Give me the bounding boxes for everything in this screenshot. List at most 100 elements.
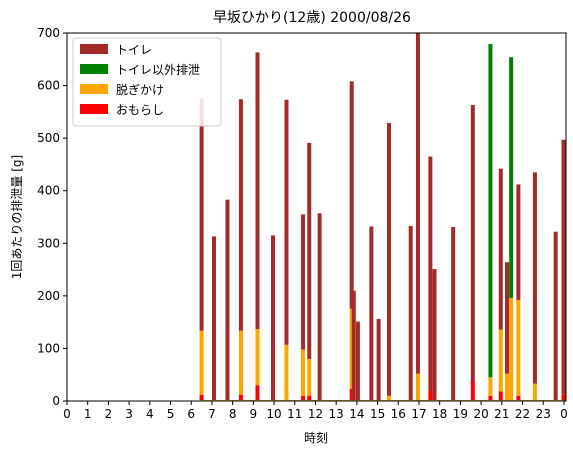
bar-segment bbox=[307, 395, 312, 401]
bar-segment bbox=[307, 142, 312, 359]
bar-segment bbox=[488, 395, 493, 401]
x-tick-label: 21 bbox=[494, 407, 509, 421]
bar-segment bbox=[349, 308, 354, 389]
bar-segment bbox=[301, 395, 306, 401]
bar-segment bbox=[386, 122, 391, 396]
bar-segment bbox=[301, 214, 306, 350]
x-tick-label: 10 bbox=[266, 407, 281, 421]
bar-segment bbox=[284, 99, 289, 345]
legend-label: おもらし bbox=[116, 103, 164, 117]
x-tick-label: 23 bbox=[536, 407, 551, 421]
bar-segment bbox=[255, 328, 260, 386]
bar-segment bbox=[349, 388, 354, 401]
x-tick-label: 4 bbox=[146, 407, 154, 421]
x-tick-label: 20 bbox=[473, 407, 488, 421]
x-tick-label: 7 bbox=[208, 407, 216, 421]
bar-segment bbox=[238, 99, 243, 331]
bar-segment bbox=[307, 358, 312, 396]
bar-segment bbox=[504, 262, 509, 374]
legend-label: トイレ以外排泄 bbox=[116, 63, 200, 77]
bar-segment bbox=[470, 381, 475, 401]
bar-segment bbox=[509, 57, 514, 298]
bars-layer bbox=[199, 33, 566, 401]
bar-segment bbox=[199, 99, 204, 331]
bar-segment bbox=[516, 395, 521, 401]
bar-segment bbox=[428, 390, 433, 401]
x-tick-label: 16 bbox=[391, 407, 406, 421]
bar-segment bbox=[451, 226, 456, 401]
bar-segment bbox=[199, 394, 204, 401]
x-tick-label: 8 bbox=[229, 407, 237, 421]
x-tick-label: 18 bbox=[432, 407, 447, 421]
y-tick-label: 200 bbox=[37, 289, 60, 303]
legend-swatch bbox=[80, 104, 108, 114]
bar-segment bbox=[498, 168, 503, 330]
bar-segment bbox=[415, 373, 420, 401]
bar-segment bbox=[408, 225, 413, 401]
legend-box bbox=[72, 37, 222, 127]
x-tick-label: 11 bbox=[287, 407, 302, 421]
y-tick-label: 700 bbox=[37, 26, 60, 40]
x-tick-label: 17 bbox=[411, 407, 426, 421]
bar-segment bbox=[199, 330, 204, 395]
bar-segment bbox=[225, 199, 230, 401]
chart-title: 早坂ひかり(12歳) 2000/08/26 bbox=[213, 10, 411, 26]
y-tick-label: 400 bbox=[37, 184, 60, 198]
y-axis-title: 1回あたりの排泄量 [g] bbox=[10, 155, 24, 279]
x-axis-ticks: 0 1 2 3 4 5 6 7 8 9 10 11 12 13 14 15 16 17 18 19 20 21 22 23 0 bbox=[63, 401, 568, 421]
bar-segment bbox=[516, 300, 521, 396]
bar-segment bbox=[509, 297, 514, 401]
x-axis-title: 時刻 bbox=[304, 431, 328, 445]
bar-segment bbox=[504, 373, 509, 401]
y-tick-label: 500 bbox=[37, 131, 60, 145]
bar-segment bbox=[349, 81, 354, 309]
bar-segment bbox=[532, 172, 537, 384]
x-tick-label: 13 bbox=[329, 407, 344, 421]
x-tick-label: 0 bbox=[560, 407, 568, 421]
bar-segment bbox=[532, 383, 537, 401]
legend-swatch bbox=[80, 84, 108, 94]
y-tick-label: 300 bbox=[37, 236, 60, 250]
bar-segment bbox=[470, 105, 475, 382]
x-tick-label: 2 bbox=[105, 407, 113, 421]
bar-segment bbox=[255, 385, 260, 401]
y-axis-ticks: 0 100 200 300 400 500 600 700 bbox=[37, 26, 67, 408]
bar-segment bbox=[428, 156, 433, 391]
plot-frame bbox=[66, 32, 567, 402]
bar-segment bbox=[301, 349, 306, 396]
bar-segment bbox=[271, 235, 276, 401]
y-tick-label: 600 bbox=[37, 79, 60, 93]
bar-segment bbox=[355, 321, 360, 401]
x-tick-label: 14 bbox=[349, 407, 364, 421]
x-tick-label: 15 bbox=[370, 407, 385, 421]
bar-segment bbox=[488, 377, 493, 396]
bar-segment bbox=[498, 391, 503, 401]
x-tick-label: 1 bbox=[84, 407, 92, 421]
bar-segment bbox=[255, 52, 260, 329]
x-tick-label: 9 bbox=[250, 407, 258, 421]
legend-swatch bbox=[80, 44, 108, 54]
bar-segment bbox=[488, 44, 493, 378]
bar-segment bbox=[369, 226, 374, 401]
bar-segment bbox=[317, 213, 322, 401]
bar-segment bbox=[415, 33, 420, 374]
x-tick-label: 22 bbox=[515, 407, 530, 421]
legend-swatch bbox=[80, 64, 108, 74]
x-tick-label: 6 bbox=[187, 407, 195, 421]
bar-segment bbox=[386, 395, 391, 401]
bar-segment bbox=[498, 329, 503, 392]
x-tick-label: 19 bbox=[453, 407, 468, 421]
x-tick-label: 5 bbox=[167, 407, 175, 421]
bar-segment bbox=[376, 318, 381, 401]
y-tick-label: 100 bbox=[37, 341, 60, 355]
bar-segment bbox=[238, 330, 243, 395]
bar-segment bbox=[553, 231, 558, 401]
bar-segment bbox=[238, 394, 243, 401]
bar-segment bbox=[212, 236, 217, 401]
legend-label: 脱ぎかけ bbox=[116, 82, 164, 97]
x-tick-label: 0 bbox=[63, 407, 71, 421]
bar-segment bbox=[284, 344, 289, 401]
bar-segment bbox=[432, 269, 437, 401]
